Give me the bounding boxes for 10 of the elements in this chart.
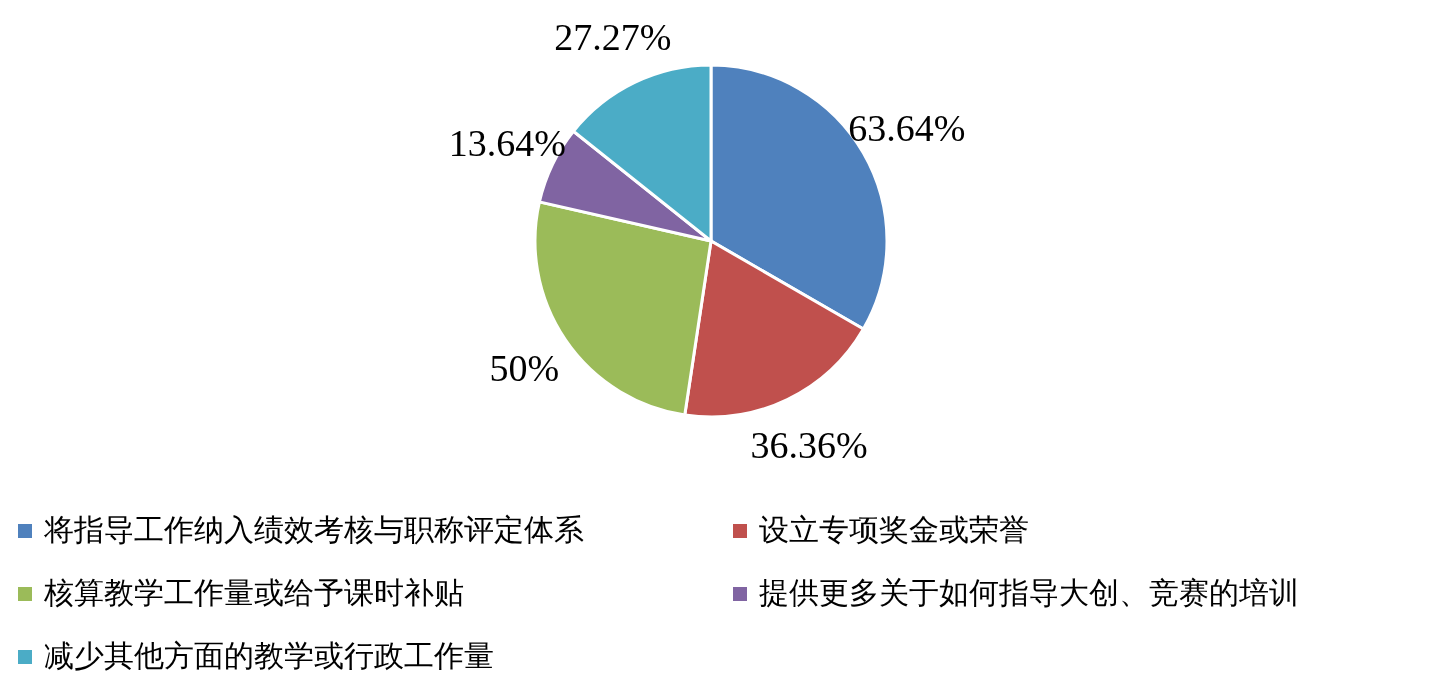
- legend-label: 设立专项奖金或荣誉: [759, 511, 1029, 549]
- data-label: 27.27%: [554, 16, 672, 59]
- legend-label: 将指导工作纳入绩效考核与职称评定体系: [44, 511, 584, 549]
- legend-label: 减少其他方面的教学或行政工作量: [44, 637, 494, 675]
- data-label: 63.64%: [848, 107, 966, 150]
- legend-label: 核算教学工作量或给予课时补贴: [44, 574, 464, 612]
- data-label: 36.36%: [750, 423, 868, 466]
- data-label: 50%: [489, 347, 560, 390]
- data-label: 13.64%: [448, 121, 566, 164]
- legend-label: 提供更多关于如何指导大创、竞赛的培训: [759, 574, 1299, 612]
